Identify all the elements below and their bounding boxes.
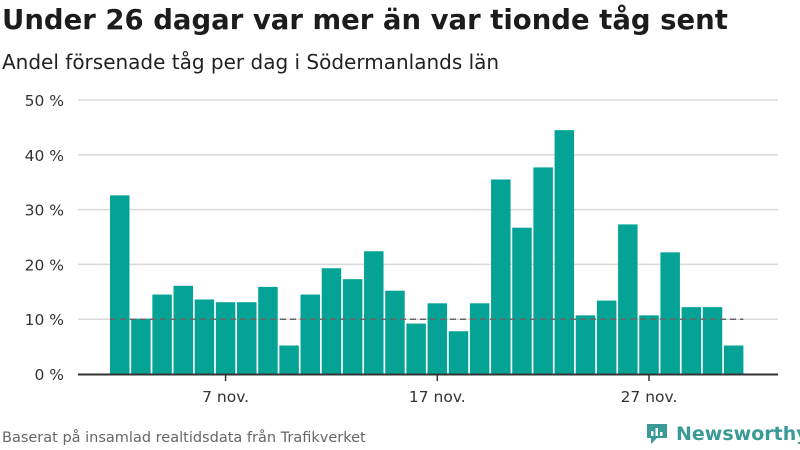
y-tick-label: 10 %: [25, 311, 64, 329]
brand-logo: Newsworthy: [644, 419, 800, 449]
bar: [723, 345, 744, 374]
bar: [639, 315, 659, 374]
bar: [131, 318, 151, 374]
bar: [660, 252, 680, 374]
bar: [237, 302, 257, 374]
x-tick-label: 17 nov.: [409, 388, 466, 406]
bar: [152, 294, 172, 374]
bar: [321, 268, 342, 374]
newsworthy-logo-icon: [647, 424, 667, 444]
brand-name: Newsworthy: [676, 423, 800, 445]
x-axis-ticks: 7 nov. 17 nov. 27 nov.: [202, 374, 677, 406]
chart-title: Under 26 dagar var mer än var tionde tåg…: [2, 4, 728, 36]
bar: [575, 315, 596, 374]
bar: [258, 286, 278, 374]
x-tick-label: 27 nov.: [621, 388, 678, 406]
x-tick-label: 7 nov.: [202, 388, 249, 406]
bar: [681, 307, 702, 374]
bar: [342, 279, 363, 374]
bar: [469, 303, 490, 374]
bar: [215, 302, 236, 374]
bar: [533, 167, 553, 374]
chart-subtitle: Andel försenade tåg per dag i Södermanla…: [2, 50, 500, 74]
bar: [385, 290, 405, 374]
bar: [491, 179, 511, 374]
bar: [448, 331, 469, 374]
bar: [427, 303, 448, 374]
bar: [702, 307, 723, 374]
bar: [173, 285, 194, 374]
y-tick-label: 30 %: [25, 202, 64, 220]
bar: [596, 300, 617, 374]
bar: [512, 227, 532, 374]
y-tick-label: 20 %: [25, 256, 64, 274]
source-note: Baserat på insamlad realtidsdata från Tr…: [2, 430, 366, 446]
bar-series: [110, 130, 744, 374]
y-tick-label: 40 %: [25, 147, 64, 165]
y-tick-label: 0 %: [34, 366, 64, 384]
y-axis-tick-labels: 0 % 10 % 20 % 30 % 40 % 50 %: [25, 92, 64, 384]
bar-chart: 0 % 10 % 20 % 30 % 40 % 50 % 7 nov. 17 nov. 27 …: [25, 92, 778, 406]
bar: [406, 323, 426, 374]
bar: [279, 345, 299, 374]
bar: [300, 294, 321, 374]
bar: [194, 299, 215, 374]
bar: [618, 224, 638, 374]
bar: [554, 130, 575, 374]
bar: [364, 251, 384, 374]
y-tick-label: 50 %: [25, 92, 64, 110]
bar: [110, 195, 130, 374]
